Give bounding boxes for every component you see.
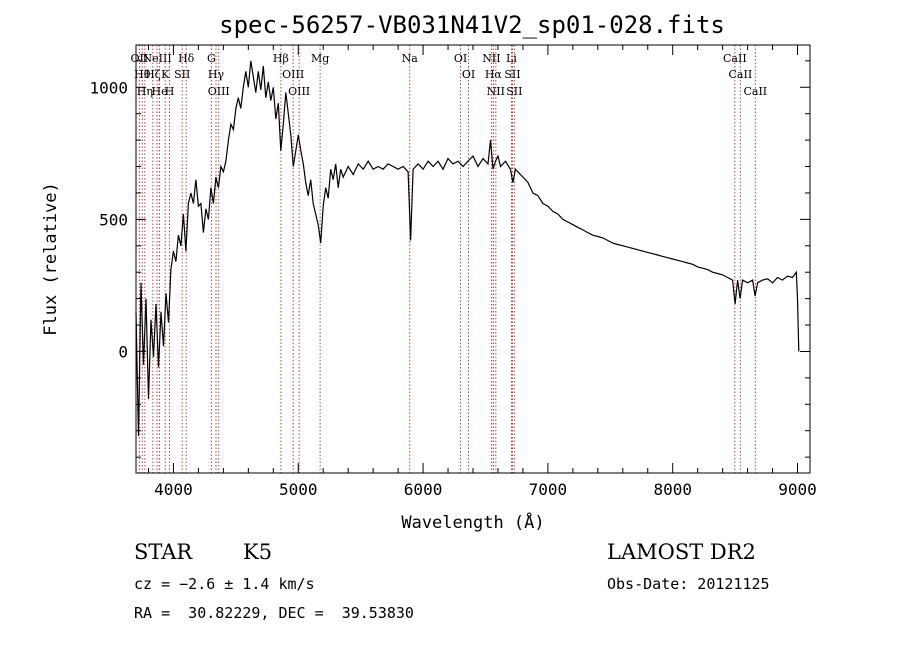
object-class: STAR: [134, 540, 193, 564]
spectral-line-label: G: [207, 52, 216, 65]
spectral-line-label: OIII: [208, 85, 230, 98]
spectral-line-label: Hβ: [273, 52, 289, 65]
spectral-line-markers: [138, 45, 756, 473]
chart-title: spec-56257-VB031N41V2_sp01-028.fits: [219, 11, 725, 39]
spectral-line-label: Hζ: [145, 68, 161, 81]
x-tick-label: 6000: [404, 480, 443, 499]
y-tick-label: 1000: [89, 78, 128, 97]
spectral-line-label: OII: [131, 52, 149, 65]
spectral-line-label: OIII: [282, 68, 304, 81]
coordinates-readout: RA = 30.82229, DEC = 39.53830: [134, 604, 414, 622]
spectral-line-label: Na: [402, 52, 419, 65]
spectral-line-label: Hγ: [208, 68, 225, 81]
x-axis-label: Wavelength (Å): [401, 511, 544, 533]
redshift-readout: cz = −2.6 ± 1.4 km/s: [134, 575, 315, 593]
flux-series-line: [135, 60, 800, 437]
x-axis-ticks: 4000 5000 6000 7000 8000 9000: [147, 45, 817, 499]
plot-frame: [135, 44, 811, 474]
spectral-line-label: CaII: [729, 68, 753, 81]
spectral-line-label: Hη: [137, 85, 153, 98]
spectral-line-label: Hα: [485, 68, 503, 81]
x-tick-label: 4000: [154, 480, 193, 499]
y-tick-label: 500: [99, 210, 128, 229]
x-tick-label: 8000: [653, 480, 692, 499]
spectral-line-label: CaII: [743, 85, 767, 98]
object-subclass: K5: [243, 540, 273, 564]
x-tick-label: 5000: [279, 480, 318, 499]
spectral-line-label: Li: [506, 52, 517, 65]
y-axis-ticks: 0 500 1000: [89, 60, 810, 458]
spectral-line-labels: OII Hθ Hη Hζ NeIII He KH SII Hδ G Hγ OIII Hβ OIII OIII…: [131, 52, 768, 98]
spectral-line-label: Mg: [311, 52, 329, 65]
spectral-line-label: SII: [506, 85, 522, 98]
x-tick-label: 9000: [778, 480, 817, 499]
spectral-line-label: K: [161, 68, 170, 81]
spectral-line-label: OI: [454, 52, 467, 65]
spectral-line-label: SII: [504, 68, 520, 81]
spectral-line-label: He: [152, 85, 168, 98]
y-tick-label: 0: [118, 342, 128, 361]
observation-date: Obs-Date: 20121125: [607, 575, 770, 593]
spectral-line-label: Hδ: [178, 52, 195, 65]
spectral-line-label: OIII: [288, 85, 310, 98]
spectral-line-label: Hθ: [134, 68, 151, 81]
spectral-line-label: OI: [462, 68, 475, 81]
spectral-line-label: H: [165, 85, 175, 98]
y-axis-label: Flux (relative): [41, 182, 61, 336]
x-tick-label: 7000: [529, 480, 568, 499]
survey-name: LAMOST DR2: [607, 540, 756, 564]
spectral-line-label: CaII: [723, 52, 747, 65]
spectral-line-label: SII: [174, 68, 190, 81]
spectral-line-label: NeIII: [143, 52, 172, 65]
spectral-line-label: NII: [482, 52, 500, 65]
spectral-line-label: NII: [487, 85, 505, 98]
